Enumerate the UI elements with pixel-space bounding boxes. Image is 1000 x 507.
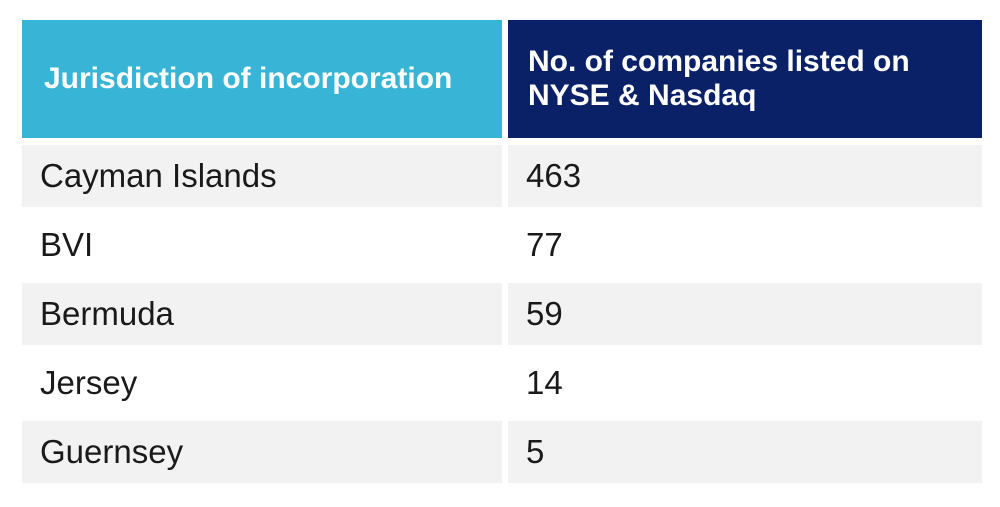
jurisdiction-cell: Bermuda <box>22 283 502 345</box>
header-cell-company-count: No. of companies listed on NYSE & Nasdaq <box>508 20 982 138</box>
table-header: Jurisdiction of incorporation No. of com… <box>22 20 982 138</box>
count-cell: 5 <box>508 421 982 483</box>
count-cell: 77 <box>508 214 982 276</box>
table-row: Bermuda 59 <box>22 283 982 345</box>
count-cell: 14 <box>508 352 982 414</box>
count-cell: 463 <box>508 145 982 207</box>
count-cell: 59 <box>508 283 982 345</box>
table-row: Cayman Islands 463 <box>22 145 982 207</box>
jurisdiction-companies-table: Jurisdiction of incorporation No. of com… <box>16 13 988 490</box>
jurisdiction-cell: Jersey <box>22 352 502 414</box>
jurisdiction-cell: BVI <box>22 214 502 276</box>
table-body: Cayman Islands 463 BVI 77 Bermuda 59 Jer… <box>22 145 982 483</box>
jurisdiction-cell: Guernsey <box>22 421 502 483</box>
jurisdiction-cell: Cayman Islands <box>22 145 502 207</box>
table-row: Jersey 14 <box>22 352 982 414</box>
header-cell-jurisdiction: Jurisdiction of incorporation <box>22 20 502 138</box>
header-row: Jurisdiction of incorporation No. of com… <box>22 20 982 138</box>
table-row: Guernsey 5 <box>22 421 982 483</box>
table-row: BVI 77 <box>22 214 982 276</box>
